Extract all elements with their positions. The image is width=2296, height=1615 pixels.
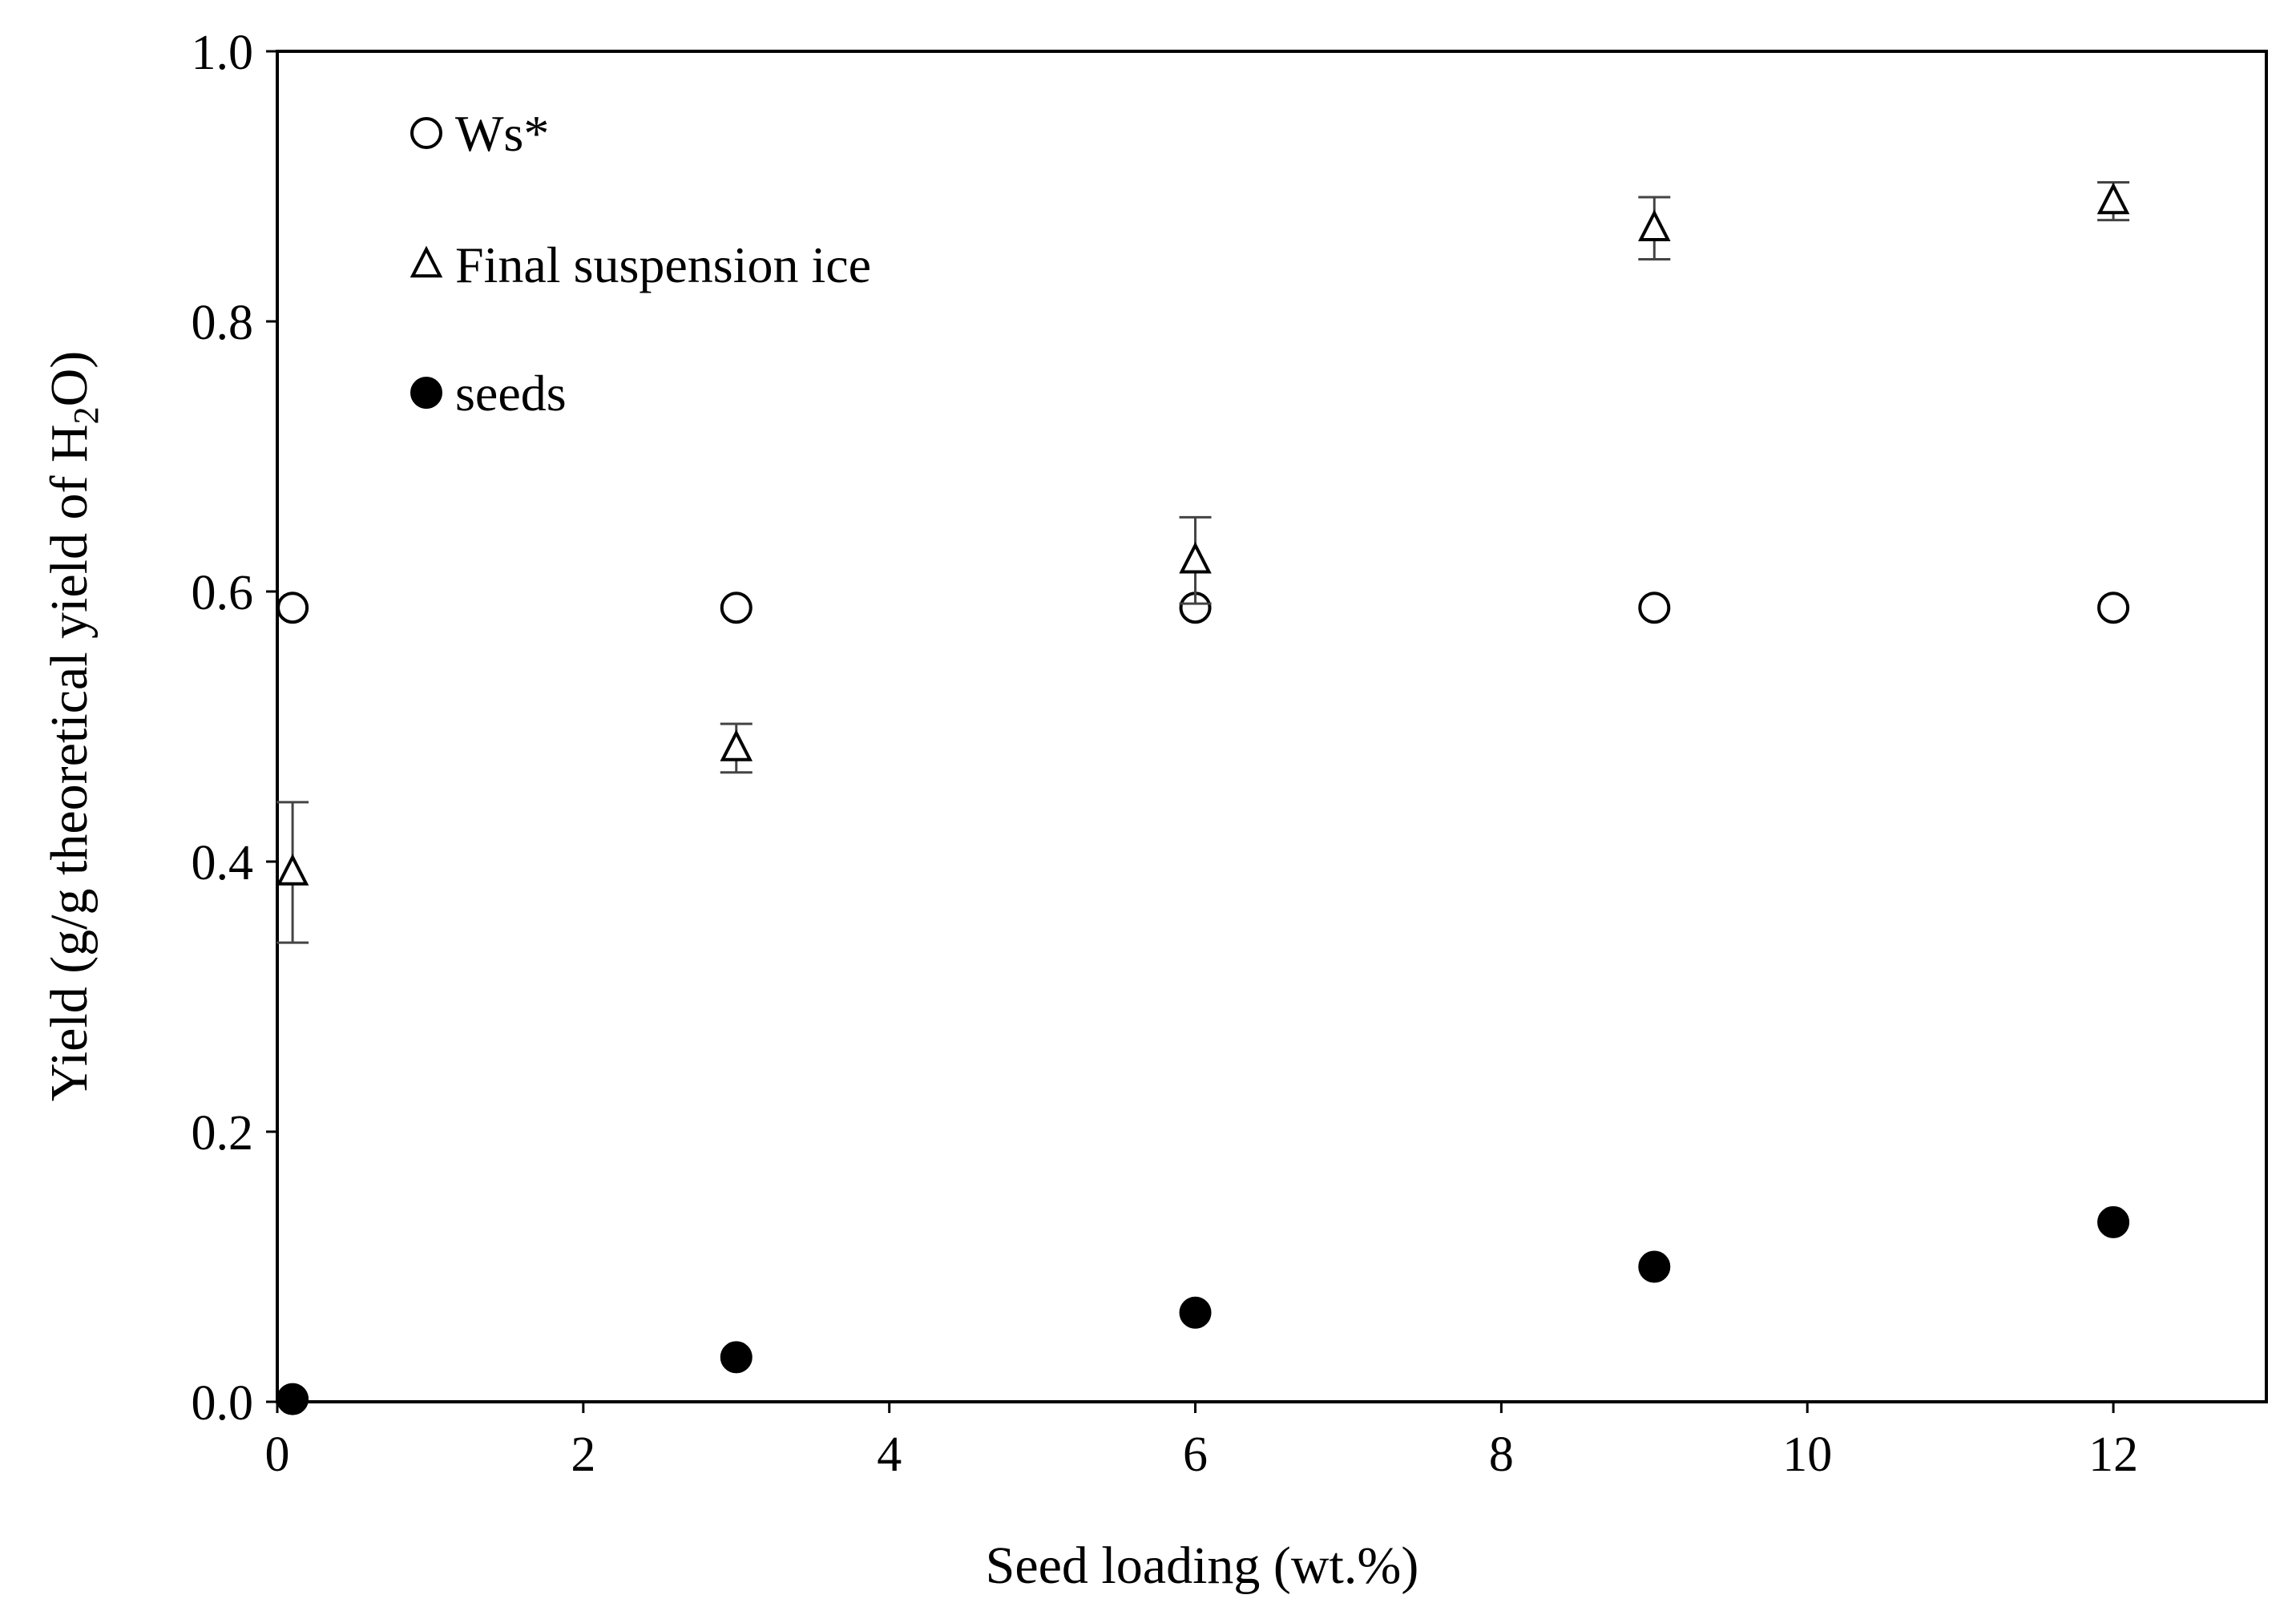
data-point — [276, 854, 309, 886]
data-point — [1179, 1296, 1212, 1329]
data-point — [720, 591, 753, 624]
data-point — [1638, 209, 1671, 241]
x-axis-title: Seed loading (wt.%) — [986, 1536, 1419, 1595]
series-ws — [276, 591, 2130, 624]
legend-marker — [410, 377, 442, 409]
legend-marker — [410, 245, 443, 278]
x-tick-label: 8 — [1489, 1427, 1514, 1482]
x-tick-label: 12 — [2088, 1427, 2138, 1482]
data-point — [1179, 541, 1212, 574]
data-point — [720, 729, 753, 761]
data-point — [2096, 182, 2130, 215]
y-tick-label: 1.0 — [192, 26, 254, 80]
x-tick-label: 6 — [1183, 1427, 1208, 1482]
x-axis-ticks: 0 2 4 6 8 10 12 — [265, 1402, 2138, 1482]
data-series — [276, 180, 2130, 1415]
series-seeds — [276, 1205, 2130, 1415]
x-tick-label: 4 — [877, 1427, 902, 1482]
data-point — [2097, 1205, 2130, 1238]
plot-frame — [276, 50, 2268, 1403]
data-point — [2097, 591, 2130, 624]
x-tick-label: 0 — [265, 1427, 290, 1482]
data-point — [720, 1341, 753, 1374]
legend-label: Ws* — [455, 105, 549, 162]
data-point — [276, 1383, 309, 1415]
legend-marker — [410, 117, 442, 149]
x-tick-label: 2 — [571, 1427, 595, 1482]
x-tick-label: 10 — [1782, 1427, 1832, 1482]
y-tick-label: 0.0 — [192, 1376, 254, 1431]
y-tick-label: 0.2 — [192, 1106, 254, 1161]
data-point — [1638, 591, 1671, 624]
legend-label: Final suspension ice — [455, 236, 871, 293]
y-tick-label: 0.4 — [192, 836, 254, 890]
legend-label: seeds — [455, 365, 567, 422]
data-point — [1638, 1250, 1671, 1283]
legend: Ws* Final suspension ice seeds — [410, 105, 871, 422]
y-axis-title: Yield (g/g theoretical yield of H2O) — [40, 351, 106, 1102]
y-axis-ticks: 0.0 0.2 0.4 0.6 0.8 1.0 — [192, 26, 277, 1431]
data-point — [276, 591, 309, 624]
y-tick-label: 0.8 — [192, 296, 254, 350]
y-tick-label: 0.6 — [192, 566, 254, 620]
series-final-suspension-ice — [276, 180, 2130, 944]
